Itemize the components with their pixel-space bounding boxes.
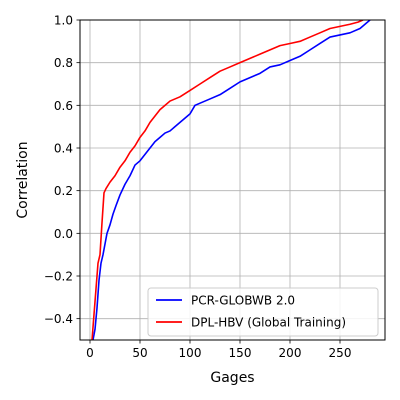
y-axis-label: Correlation [15, 141, 31, 218]
y-tick-label: 0.0 [54, 227, 73, 241]
x-tick-label: 0 [86, 346, 94, 360]
y-tick-label: −0.2 [44, 270, 73, 284]
x-tick-label: 150 [229, 346, 252, 360]
plot-frame [79, 19, 386, 341]
y-tick-label: −0.4 [44, 312, 73, 326]
y-tick-label: 1.0 [54, 14, 73, 28]
y-tick-label: 0.8 [54, 56, 73, 70]
y-tick-label: 0.2 [54, 184, 73, 198]
x-tick-label: 200 [279, 346, 302, 360]
legend-box [147, 287, 379, 337]
y-tick-label: 0.4 [54, 142, 73, 156]
legend-label: PCR-GLOBWB 2.0 [191, 294, 295, 308]
legend: PCR-GLOBWB 2.0 DPL-HBV (Global Training) [147, 287, 379, 337]
x-tick-label: 50 [132, 346, 147, 360]
x-tick-label: 100 [179, 346, 202, 360]
y-tick-label: 0.6 [54, 99, 73, 113]
x-axis-label: Gages [210, 370, 254, 386]
series-line-dpl-hbv [91, 20, 364, 340]
legend-label: DPL-HBV (Global Training) [191, 316, 346, 330]
ticks: 0 50 100 150 200 250 −0.4 −0.2 0.0 0.2 0.4 0.6 0.8 1.… [44, 14, 352, 361]
x-tick-label: 250 [329, 346, 352, 360]
series-line-pcr-globwb [92, 20, 371, 340]
series-layer [91, 20, 371, 340]
